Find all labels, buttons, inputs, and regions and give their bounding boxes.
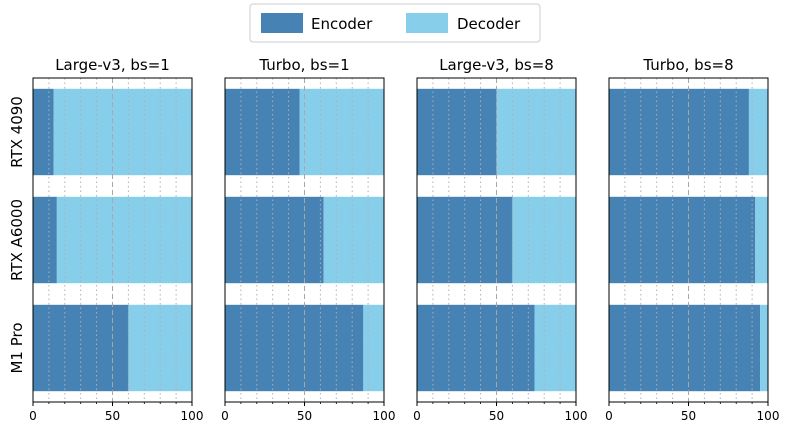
panel-title: Turbo, bs=1: [258, 56, 349, 74]
x-tick-label: 100: [757, 409, 780, 423]
panel-2: Turbo, bs=1 0 50 100: [221, 56, 395, 423]
decoder-bar-2-2: [323, 196, 384, 284]
x-tick-label: 100: [565, 409, 588, 423]
decoder-bar-2-3: [363, 304, 384, 392]
panel-title: Large-v3, bs=1: [55, 56, 170, 74]
x-tick-label: 50: [105, 409, 120, 423]
x-tick-label: 100: [181, 409, 204, 423]
legend: Encoder Decoder: [249, 3, 541, 43]
encoder-bar-2-2: [225, 196, 324, 284]
x-tick-label: 0: [413, 409, 421, 423]
legend-label-encoder: Encoder: [311, 15, 373, 33]
encoder-bar-2-1: [225, 88, 300, 176]
encoder-bar-4-2: [609, 196, 756, 284]
x-tick-label: 100: [373, 409, 396, 423]
x-tick-label: 50: [489, 409, 504, 423]
encoder-bar-2-3: [225, 304, 364, 392]
y-category-label: RTX 4090: [8, 96, 26, 168]
y-category-label: M1 Pro: [8, 322, 26, 373]
legend-box: [249, 3, 541, 43]
encoder-bar-3-3: [417, 304, 535, 392]
panel-title: Turbo, bs=8: [642, 56, 733, 74]
x-tick-label: 50: [297, 409, 312, 423]
encoder-bar-1-2: [33, 196, 57, 284]
decoder-bar-4-1: [748, 88, 768, 176]
decoder-bar-4-3: [760, 304, 768, 392]
x-tick-label: 0: [29, 409, 37, 423]
panel-title: Large-v3, bs=8: [439, 56, 554, 74]
encoder-bar-1-1: [33, 88, 54, 176]
legend-swatch-decoder: [406, 13, 448, 33]
legend-swatch-encoder: [261, 13, 303, 33]
legend-label-decoder: Decoder: [457, 15, 521, 33]
decoder-bar-3-1: [496, 88, 576, 176]
panel-4: Turbo, bs=8 0 50 100: [605, 56, 779, 423]
encoder-bar-4-1: [609, 88, 749, 176]
x-tick-label: 0: [221, 409, 229, 423]
decoder-bar-3-3: [534, 304, 576, 392]
decoder-bar-2-1: [299, 88, 384, 176]
decoder-bar-4-2: [755, 196, 768, 284]
encoder-bar-3-1: [417, 88, 497, 176]
decoder-bar-1-2: [56, 196, 192, 284]
x-tick-label: 0: [605, 409, 613, 423]
encoder-bar-4-3: [609, 304, 761, 392]
y-axis-labels: RTX 4090 RTX A6000 M1 Pro: [8, 96, 26, 373]
y-category-label: RTX A6000: [8, 199, 26, 281]
decoder-bar-1-1: [53, 88, 192, 176]
panel-3: Large-v3, bs=8 0 50 100: [413, 56, 587, 423]
x-tick-label: 50: [681, 409, 696, 423]
panel-1: Large-v3, bs=1 0 50 100: [29, 56, 203, 423]
